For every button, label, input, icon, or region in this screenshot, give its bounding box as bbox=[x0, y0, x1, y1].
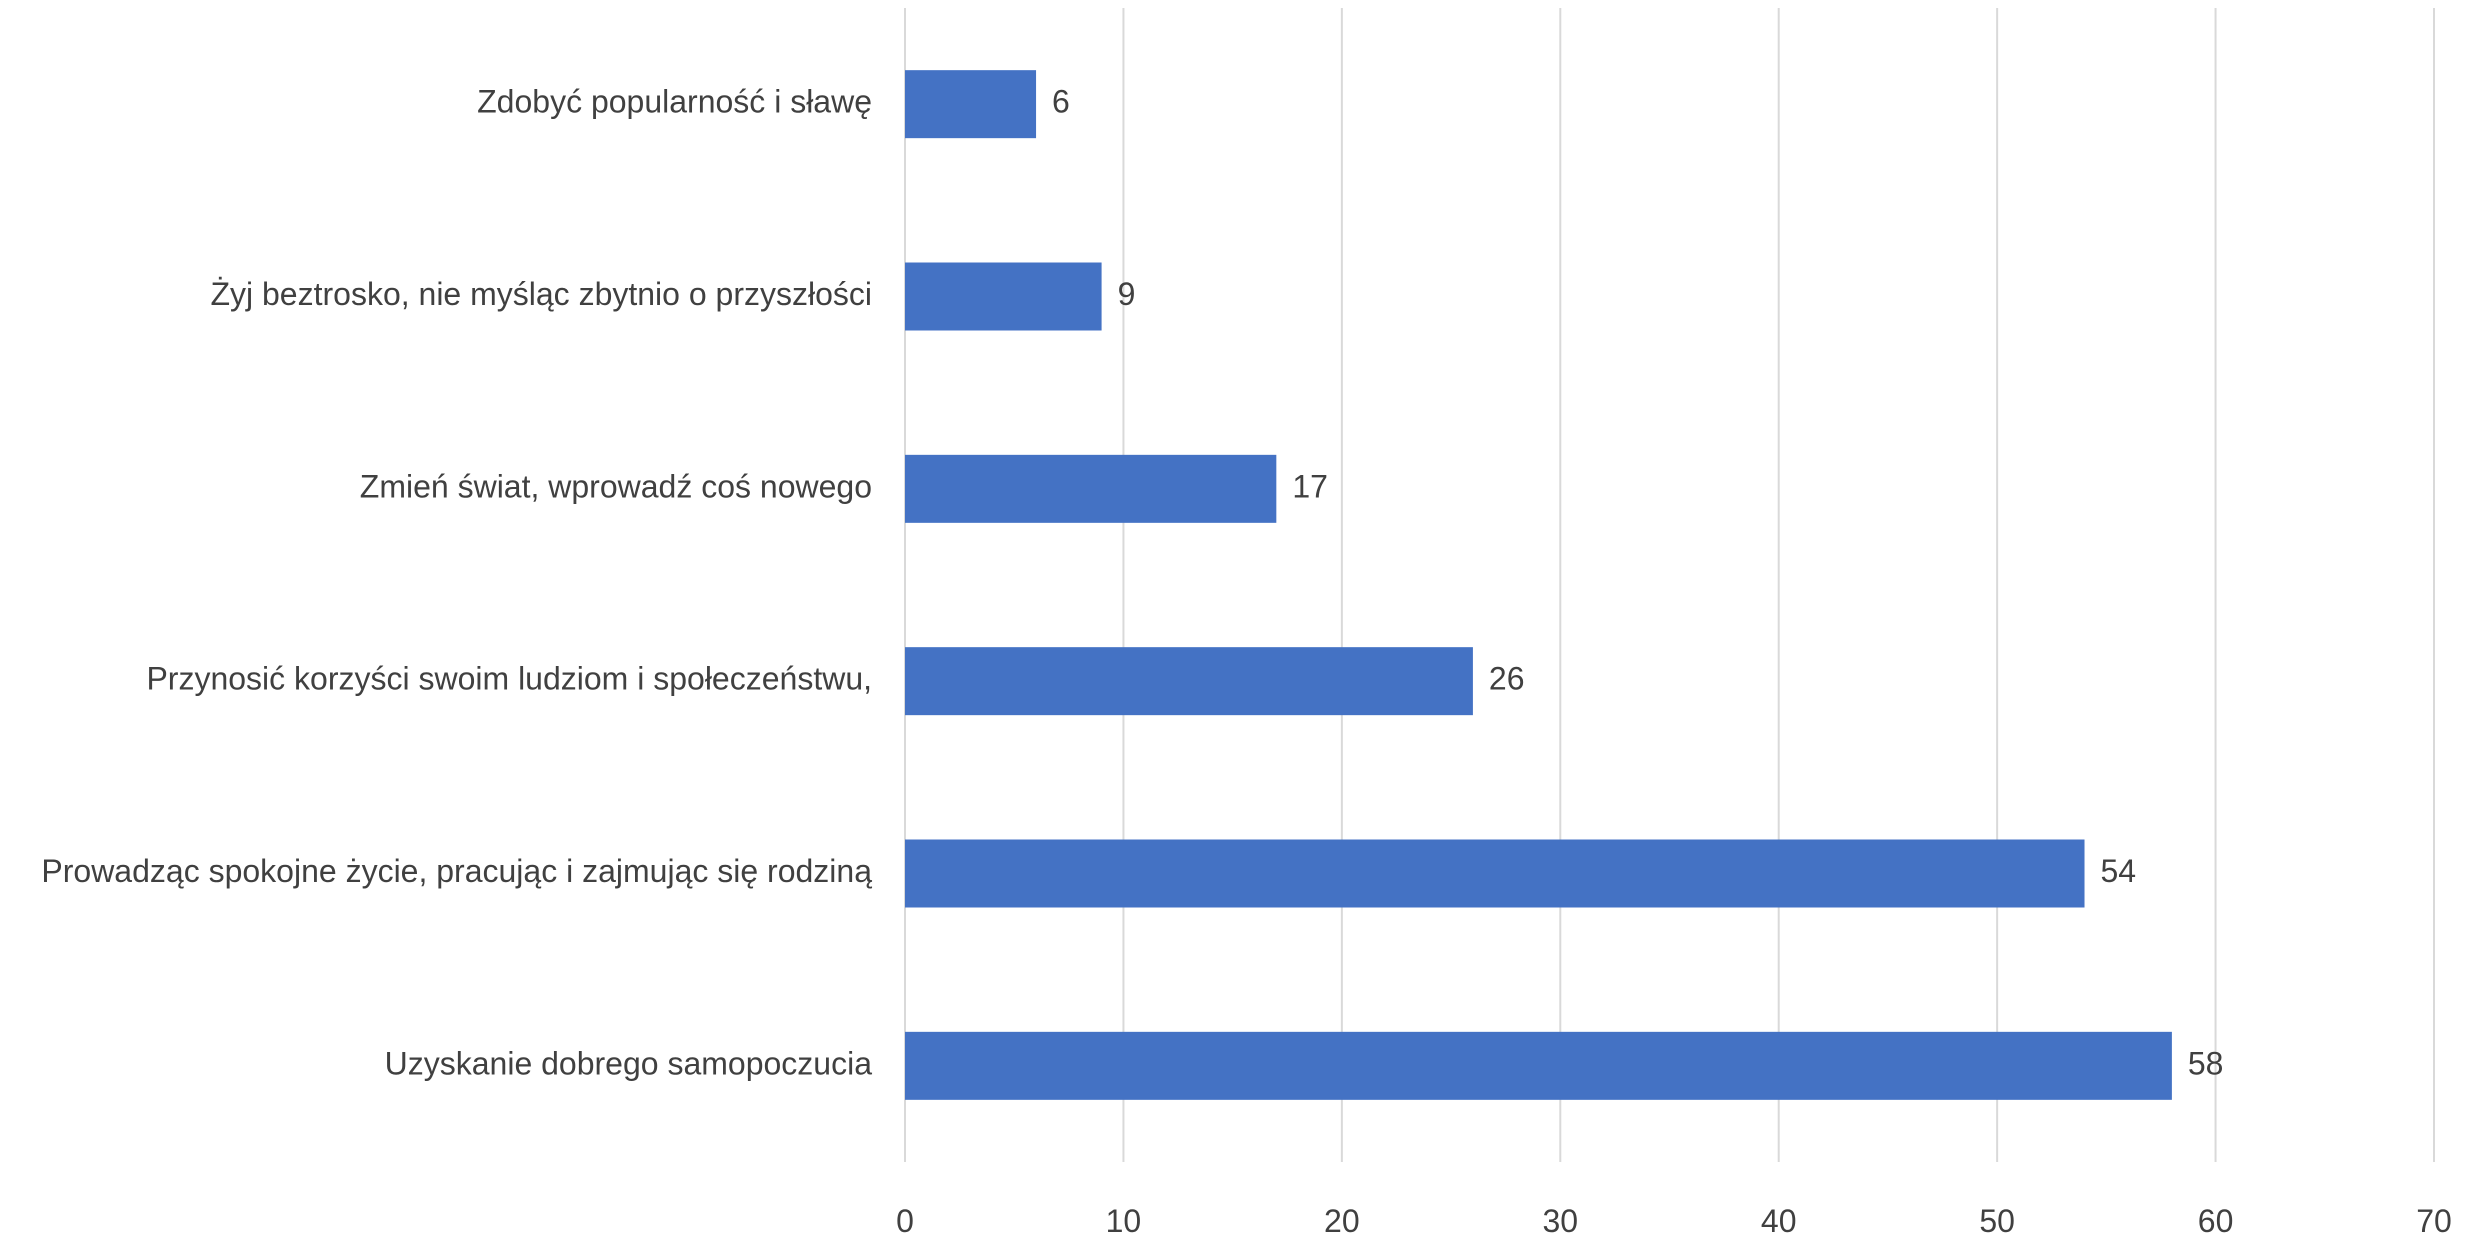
category-label: Przynosić korzyści swoim ludziom i społe… bbox=[146, 661, 872, 697]
data-label: 26 bbox=[1489, 661, 1525, 697]
bar bbox=[905, 70, 1037, 139]
x-tick-label: 0 bbox=[896, 1203, 914, 1234]
gridlines bbox=[904, 8, 2435, 1162]
x-tick-label: 20 bbox=[1324, 1203, 1360, 1234]
bars bbox=[905, 70, 2172, 1100]
data-label: 6 bbox=[1052, 84, 1070, 120]
category-label: Prowadząc spokojne życie, pracując i zaj… bbox=[41, 853, 872, 889]
bar bbox=[905, 454, 1277, 523]
x-axis-ticks: 0 10 20 30 40 50 60 70 bbox=[896, 1203, 2452, 1234]
category-labels: Zdobyć popularność i sławę Żyj beztrosko,… bbox=[41, 84, 872, 1082]
x-tick-label: 60 bbox=[2198, 1203, 2234, 1234]
data-labels: 6 9 17 26 54 58 bbox=[1052, 84, 2223, 1082]
x-tick-label: 40 bbox=[1761, 1203, 1797, 1234]
bar bbox=[905, 839, 2085, 908]
x-tick-label: 70 bbox=[2416, 1203, 2452, 1234]
bar bbox=[905, 262, 1102, 331]
x-tick-label: 10 bbox=[1106, 1203, 1142, 1234]
bar bbox=[905, 647, 1473, 716]
category-label: Uzyskanie dobrego samopoczucia bbox=[385, 1045, 873, 1081]
data-label: 17 bbox=[1292, 468, 1328, 504]
x-tick-label: 30 bbox=[1542, 1203, 1578, 1234]
category-label: Zdobyć popularność i sławę bbox=[477, 84, 872, 120]
data-label: 54 bbox=[2101, 853, 2137, 889]
data-label: 58 bbox=[2188, 1045, 2224, 1081]
bar bbox=[905, 1031, 2172, 1100]
x-tick-label: 50 bbox=[1979, 1203, 2015, 1234]
category-label: Żyj beztrosko, nie myśląc zbytnio o przy… bbox=[210, 276, 872, 312]
category-label: Zmień świat, wprowadź coś nowego bbox=[360, 468, 872, 504]
data-label: 9 bbox=[1118, 276, 1136, 312]
